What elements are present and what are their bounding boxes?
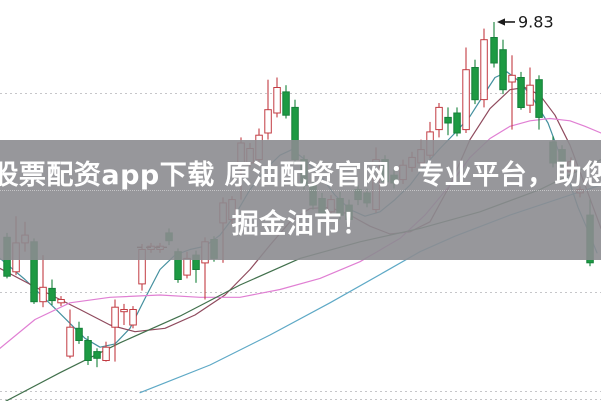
- candle-body: [273, 87, 281, 114]
- annotation-price-label: 9.83: [518, 12, 554, 31]
- candle-body: [93, 351, 101, 359]
- candle-body: [57, 299, 65, 304]
- candle-body: [111, 306, 119, 328]
- candle-body: [84, 340, 92, 361]
- candle-body: [129, 309, 137, 326]
- candle-body: [480, 39, 488, 101]
- candle-body: [102, 346, 110, 362]
- promo-overlay-banner: 股票配资app下载 原油配资官网：专业平台，助您 掘金油市！: [0, 140, 601, 260]
- candle-body: [471, 67, 479, 101]
- candle-body: [435, 106, 443, 131]
- candle-body: [444, 116, 452, 124]
- candle-body: [499, 49, 507, 91]
- candle-body: [264, 109, 272, 134]
- candle-body: [462, 69, 470, 131]
- candle-body: [517, 77, 525, 108]
- candle-body: [120, 309, 128, 313]
- candle-body: [39, 286, 47, 303]
- candle-body: [183, 257, 191, 276]
- promo-text-line-1: 股票配资app下载 原油配资官网：专业平台，助您: [0, 160, 601, 191]
- candle-body: [282, 91, 290, 116]
- candle-body: [453, 112, 461, 134]
- promo-text-line-2: 掘金油市！: [231, 209, 370, 240]
- candle-body: [490, 37, 498, 64]
- gridline-through-banner: [0, 190, 601, 191]
- candle-body: [526, 84, 534, 106]
- candle-body: [508, 74, 516, 83]
- candle-body: [48, 287, 56, 302]
- candle-body: [535, 79, 543, 118]
- candle-body: [66, 326, 74, 357]
- candle-body: [75, 327, 83, 341]
- annotation-arrow-head: [497, 18, 505, 26]
